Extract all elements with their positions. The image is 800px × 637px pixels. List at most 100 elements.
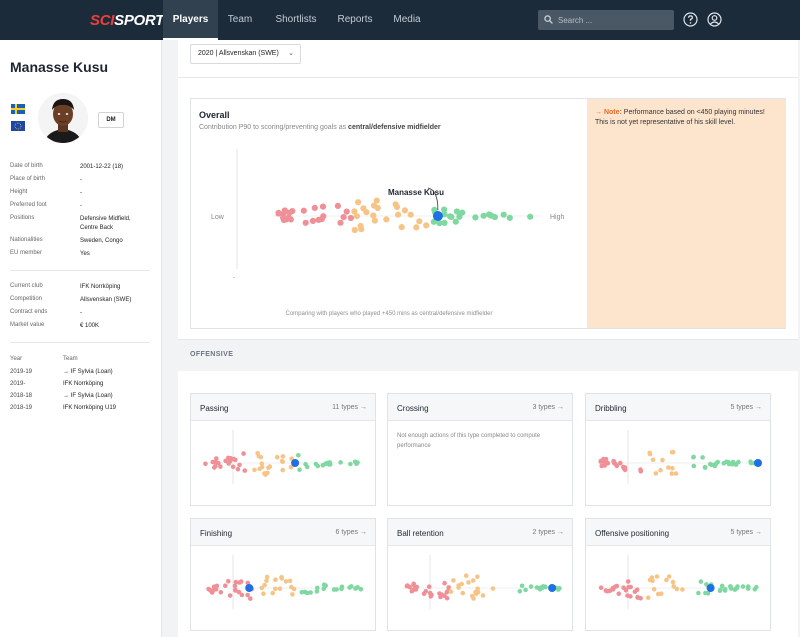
history-row: 2018-18 → IF Sylvia (Loan) [10, 393, 150, 405]
population-dot [651, 586, 657, 592]
population-dot [666, 574, 672, 579]
info-value: € 100K [80, 323, 100, 329]
metric-card-ball-retention[interactable]: Ball retention 2 types → [387, 518, 573, 631]
population-dot [487, 212, 494, 219]
history-row: 2019- IFK Norrköping [10, 381, 150, 393]
info-value: - [80, 190, 82, 196]
card-header: Dribbling 5 types → [586, 394, 770, 421]
population-dot [248, 596, 253, 601]
help-icon[interactable] [683, 12, 698, 27]
population-dot [370, 212, 377, 219]
nav-reports[interactable]: Reports [337, 14, 373, 25]
card-types-link[interactable]: 3 types → [532, 404, 564, 411]
population-dot [480, 593, 486, 598]
population-dot [441, 219, 448, 226]
population-dot [451, 578, 456, 583]
population-dot [226, 579, 231, 584]
info-row-competition: Competition Allsvenskan (SWE) [10, 296, 150, 309]
population-dot [303, 461, 308, 467]
population-dot [259, 585, 265, 591]
card-types-link[interactable]: 11 types → [332, 404, 367, 411]
history-team-header: Team [63, 356, 78, 362]
offensive-positioning-beeswarm-chart [598, 555, 759, 609]
population-dot [691, 454, 696, 460]
population-dot [218, 464, 223, 469]
population-dot [313, 461, 319, 467]
population-dot [288, 464, 294, 470]
population-dot [611, 459, 617, 465]
info-row-foot: Preferred foot - [10, 202, 150, 215]
history-team[interactable]: → IF Sylvia (Loan) [63, 369, 113, 375]
note-text: Performance based on <450 playing minute… [595, 109, 765, 126]
position-badge: DM [98, 112, 124, 128]
card-header: Passing 11 types → [191, 394, 375, 421]
population-dot [621, 585, 626, 590]
population-dot [264, 574, 270, 580]
population-dot [297, 467, 302, 472]
metric-card-passing[interactable]: Passing 11 types → [190, 393, 376, 506]
scisports-logo[interactable]: SCISPORTS [90, 12, 174, 29]
card-types-link[interactable]: 5 types → [730, 404, 762, 411]
history-year: 2018-19 [10, 405, 33, 411]
population-dot [700, 455, 705, 460]
population-dot [245, 592, 250, 598]
metric-card-finishing[interactable]: Finishing 6 types → [190, 518, 376, 631]
history-team[interactable]: IFK Norrköping U19 [63, 405, 117, 411]
population-dot [598, 458, 604, 464]
population-dot [702, 464, 708, 470]
nav-shortlists[interactable]: Shortlists [275, 14, 317, 25]
card-title: Crossing [397, 404, 429, 413]
population-dot [302, 589, 308, 595]
population-dot [395, 211, 402, 218]
nav-players[interactable]: Players [163, 0, 218, 40]
info-value: Defensive Midfield, Centre Back [80, 216, 131, 231]
history-team[interactable]: → IF Sylvia (Loan) [63, 393, 113, 399]
population-dot [340, 214, 347, 221]
history-team[interactable]: IFK Norrköping [63, 381, 104, 387]
card-types-link[interactable]: 5 types → [730, 529, 762, 536]
population-dot [527, 213, 534, 220]
population-dot [339, 584, 345, 590]
metric-card-crossing[interactable]: Crossing 3 types → Not enough actions of … [387, 393, 573, 506]
population-dot [748, 459, 753, 464]
population-dot [618, 460, 623, 466]
population-dot [632, 589, 638, 594]
metric-card-offensive-positioning[interactable]: Offensive positioning 5 types → [585, 518, 771, 631]
season-select[interactable]: 2020 | Allsvenskan (SWE) ⌄ [190, 44, 301, 64]
card-header: Crossing 3 types → [388, 394, 572, 421]
info-label: Market value [10, 322, 45, 328]
population-dot [717, 588, 723, 593]
population-dot [233, 587, 238, 593]
population-dot [680, 587, 685, 592]
population-dot [227, 593, 233, 598]
user-icon[interactable] [707, 12, 722, 27]
population-dot [279, 575, 284, 580]
population-dot [602, 457, 608, 462]
population-dot [277, 586, 283, 591]
nav-team[interactable]: Team [227, 14, 253, 25]
card-types-link[interactable]: 2 types → [532, 529, 564, 536]
population-dot [309, 217, 316, 224]
info-row-nationalities: Nationalities Sweden, Congo [10, 237, 150, 250]
card-types-link[interactable]: 6 types → [335, 529, 367, 536]
population-dot [459, 581, 464, 587]
search-box[interactable] [538, 10, 674, 30]
population-dot [456, 213, 463, 220]
population-dot [239, 592, 245, 598]
metric-card-dribbling[interactable]: Dribbling 5 types → [585, 393, 771, 506]
population-dot [616, 591, 622, 596]
eu-flag-icon [11, 121, 25, 131]
population-dot [351, 208, 358, 215]
population-dot [466, 580, 471, 585]
search-input[interactable] [558, 12, 668, 28]
player-sidebar: Manasse Kusu DM Date of birth 2001-12-22 … [0, 40, 162, 637]
player-avatar [38, 93, 88, 143]
population-dot [231, 456, 237, 462]
population-dot [283, 579, 289, 584]
population-dot [404, 583, 410, 589]
population-dot [308, 590, 313, 595]
nav-media[interactable]: Media [393, 14, 421, 25]
population-dot [374, 204, 381, 212]
player-marker [291, 459, 300, 467]
population-dot [453, 208, 461, 215]
